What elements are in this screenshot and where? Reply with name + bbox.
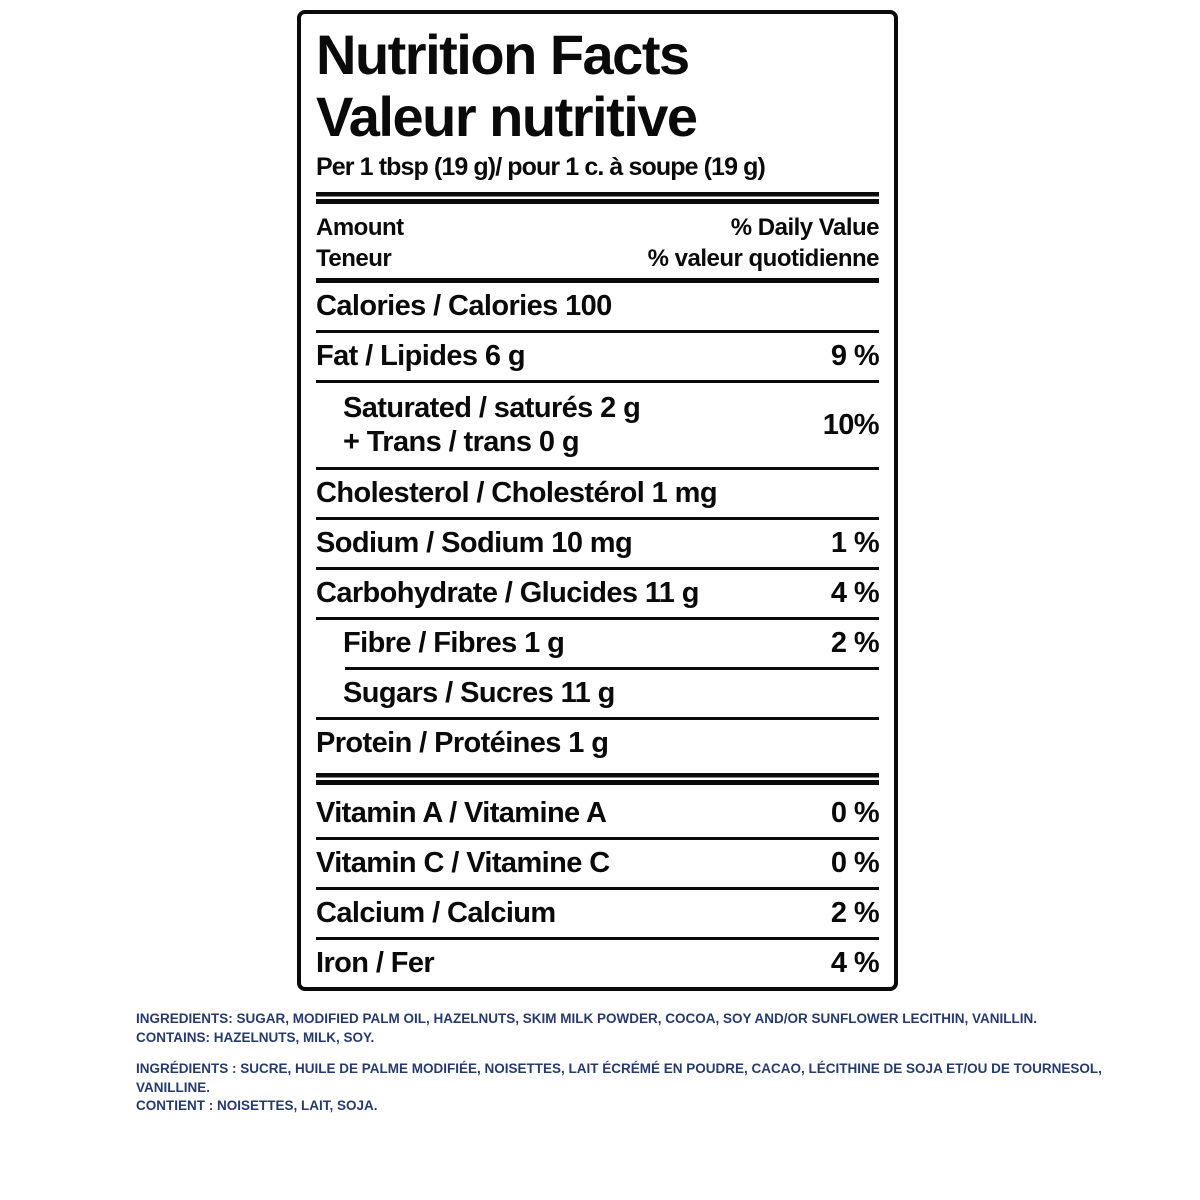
row-sugars: Sugars / Sucres 11 g (316, 670, 879, 717)
daily-value-column-header: % Daily Value % valeur quotidienne (647, 212, 880, 274)
contains-statement-en: CONTAINS: HAZELNUTS, MILK, SOY. (136, 1029, 375, 1045)
serving-size: Per 1 tbsp (19 g)/ pour 1 c. à soupe (19… (316, 153, 766, 181)
divider (316, 567, 879, 570)
title-french: Valeur nutritive (316, 85, 698, 148)
saturated-fat-line: Saturated / saturés 2 g (343, 392, 641, 424)
row-label: Protein / Protéines 1 g (316, 727, 609, 759)
column-headers: Amount Teneur % Daily Value % valeur quo… (316, 210, 880, 278)
thick-rule-middle (316, 773, 879, 785)
ingredients-section: INGREDIENTS: SUGAR, MODIFIED PALM OIL, H… (136, 1010, 1104, 1116)
row-fibre: Fibre / Fibres 1 g 2 % (316, 620, 880, 667)
divider (316, 330, 879, 333)
row-label: Carbohydrate / Glucides 11 g (316, 577, 699, 609)
row-label: Calcium / Calcium (316, 897, 556, 929)
row-calories: Calories / Calories 100 (316, 283, 879, 330)
row-label: Fat / Lipides 6 g (316, 340, 526, 372)
thick-rule-top (316, 192, 879, 204)
contains-statement-fr: CONTIENT : NOISETTES, LAIT, SOJA. (136, 1098, 378, 1113)
divider-indented (345, 667, 879, 670)
title-english: Nutrition Facts (316, 23, 690, 86)
row-daily-value: 4 % (830, 577, 880, 609)
divider (316, 617, 879, 620)
row-carbohydrate: Carbohydrate / Glucides 11 g 4 % (316, 570, 880, 617)
daily-value-label-fr: % valeur quotidienne (647, 245, 880, 272)
row-label: Sugars / Sucres 11 g (343, 677, 615, 709)
row-label: Iron / Fer (316, 947, 435, 979)
row-sodium: Sodium / Sodium 10 mg 1 % (316, 520, 880, 567)
row-daily-value: 1 % (830, 527, 880, 559)
daily-value-label-en: % Daily Value (730, 214, 880, 241)
row-saturated-trans-fat: Saturated / saturés 2 g + Trans / trans … (316, 383, 880, 467)
row-cholesterol: Cholesterol / Cholestérol 1 mg (316, 470, 879, 517)
row-label: Calories / Calories 100 (316, 290, 612, 322)
divider (316, 380, 879, 383)
row-fat: Fat / Lipides 6 g 9 % (316, 333, 880, 380)
amount-label-en: Amount (316, 214, 404, 241)
amount-column-header: Amount Teneur (316, 212, 404, 274)
divider (316, 517, 879, 520)
nutrition-facts-panel: Nutrition Facts Valeur nutritive Per 1 t… (297, 10, 898, 991)
row-calcium: Calcium / Calcium 2 % (316, 890, 880, 937)
row-daily-value: 0 % (830, 847, 880, 879)
divider (316, 837, 879, 840)
row-daily-value: 9 % (830, 340, 880, 372)
amount-label-fr: Teneur (316, 245, 392, 272)
divider (316, 887, 879, 890)
row-vitamin-a: Vitamin A / Vitamine A 0 % (316, 790, 880, 837)
row-label: Saturated / saturés 2 g + Trans / trans … (316, 391, 641, 459)
ingredients-french: INGRÉDIENTS : SUCRE, HUILE DE PALME MODI… (136, 1060, 1104, 1116)
divider (316, 467, 879, 470)
row-iron: Iron / Fer 4 % (316, 940, 880, 987)
row-daily-value: 2 % (830, 627, 880, 659)
ingredients-english: INGREDIENTS: SUGAR, MODIFIED PALM OIL, H… (136, 1010, 1104, 1047)
row-label: Fibre / Fibres 1 g (343, 627, 565, 659)
row-daily-value: 2 % (830, 897, 880, 929)
divider (316, 717, 879, 720)
ingredients-list-fr-line2: VANILLINE. (136, 1079, 210, 1095)
row-label: Vitamin C / Vitamine C (316, 847, 610, 879)
row-daily-value: 0 % (830, 797, 880, 829)
row-daily-value: 4 % (830, 947, 880, 979)
row-protein: Protein / Protéines 1 g (316, 720, 879, 767)
divider (316, 937, 879, 940)
ingredients-list-en: INGREDIENTS: SUGAR, MODIFIED PALM OIL, H… (136, 1011, 1037, 1026)
row-label: Sodium / Sodium 10 mg (316, 527, 633, 559)
ingredients-list-fr-line1: INGRÉDIENTS : SUCRE, HUILE DE PALME MODI… (136, 1061, 1102, 1076)
row-label: Vitamin A / Vitamine A (316, 797, 607, 829)
row-daily-value: 10% (822, 408, 880, 441)
medium-rule (316, 278, 879, 283)
row-label: Cholesterol / Cholestérol 1 mg (316, 477, 718, 509)
trans-fat-line: + Trans / trans 0 g (343, 426, 580, 458)
row-vitamin-c: Vitamin C / Vitamine C 0 % (316, 840, 880, 887)
